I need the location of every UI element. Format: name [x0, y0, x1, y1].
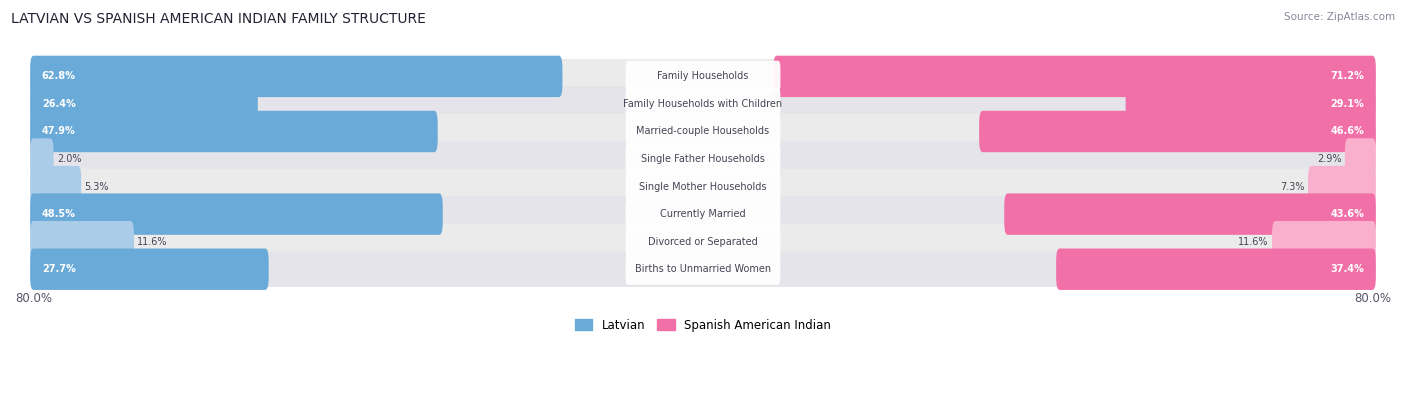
FancyBboxPatch shape: [773, 56, 1376, 97]
FancyBboxPatch shape: [626, 143, 780, 175]
Text: 11.6%: 11.6%: [1239, 237, 1268, 246]
FancyBboxPatch shape: [28, 252, 1378, 287]
Text: Divorced or Separated: Divorced or Separated: [648, 237, 758, 246]
Text: 47.9%: 47.9%: [42, 126, 76, 137]
FancyBboxPatch shape: [1004, 194, 1376, 235]
FancyBboxPatch shape: [626, 198, 780, 230]
FancyBboxPatch shape: [626, 226, 780, 257]
Text: 71.2%: 71.2%: [1330, 71, 1364, 81]
Text: 7.3%: 7.3%: [1281, 182, 1305, 192]
FancyBboxPatch shape: [28, 224, 1378, 260]
FancyBboxPatch shape: [30, 194, 443, 235]
FancyBboxPatch shape: [30, 166, 82, 207]
Text: Single Father Households: Single Father Households: [641, 154, 765, 164]
FancyBboxPatch shape: [30, 138, 53, 180]
FancyBboxPatch shape: [1272, 221, 1376, 262]
Text: Currently Married: Currently Married: [661, 209, 745, 219]
FancyBboxPatch shape: [28, 59, 1378, 94]
Text: Source: ZipAtlas.com: Source: ZipAtlas.com: [1284, 12, 1395, 22]
Text: 11.6%: 11.6%: [138, 237, 167, 246]
Text: 2.9%: 2.9%: [1317, 154, 1341, 164]
FancyBboxPatch shape: [979, 111, 1376, 152]
FancyBboxPatch shape: [626, 254, 780, 285]
FancyBboxPatch shape: [30, 56, 562, 97]
Text: Births to Unmarried Women: Births to Unmarried Women: [636, 264, 770, 274]
Text: 43.6%: 43.6%: [1330, 209, 1364, 219]
Text: 62.8%: 62.8%: [42, 71, 76, 81]
Text: Single Mother Households: Single Mother Households: [640, 182, 766, 192]
Text: 29.1%: 29.1%: [1330, 99, 1364, 109]
Text: 2.0%: 2.0%: [56, 154, 82, 164]
Text: 26.4%: 26.4%: [42, 99, 76, 109]
FancyBboxPatch shape: [28, 141, 1378, 177]
FancyBboxPatch shape: [626, 61, 780, 92]
FancyBboxPatch shape: [30, 111, 437, 152]
Text: Married-couple Households: Married-couple Households: [637, 126, 769, 137]
Text: LATVIAN VS SPANISH AMERICAN INDIAN FAMILY STRUCTURE: LATVIAN VS SPANISH AMERICAN INDIAN FAMIL…: [11, 12, 426, 26]
FancyBboxPatch shape: [1346, 138, 1376, 180]
Text: 27.7%: 27.7%: [42, 264, 76, 274]
Text: 48.5%: 48.5%: [42, 209, 76, 219]
FancyBboxPatch shape: [626, 116, 780, 147]
Text: 37.4%: 37.4%: [1330, 264, 1364, 274]
FancyBboxPatch shape: [30, 248, 269, 290]
FancyBboxPatch shape: [1126, 83, 1376, 125]
FancyBboxPatch shape: [28, 169, 1378, 204]
FancyBboxPatch shape: [30, 221, 134, 262]
FancyBboxPatch shape: [626, 171, 780, 202]
FancyBboxPatch shape: [30, 83, 257, 125]
Text: 46.6%: 46.6%: [1330, 126, 1364, 137]
FancyBboxPatch shape: [626, 88, 780, 120]
FancyBboxPatch shape: [28, 114, 1378, 149]
Legend: Latvian, Spanish American Indian: Latvian, Spanish American Indian: [575, 319, 831, 332]
FancyBboxPatch shape: [28, 86, 1378, 122]
Text: Family Households with Children: Family Households with Children: [623, 99, 783, 109]
FancyBboxPatch shape: [28, 196, 1378, 232]
Text: 5.3%: 5.3%: [84, 182, 110, 192]
Text: Family Households: Family Households: [658, 71, 748, 81]
FancyBboxPatch shape: [1308, 166, 1376, 207]
FancyBboxPatch shape: [1056, 248, 1376, 290]
